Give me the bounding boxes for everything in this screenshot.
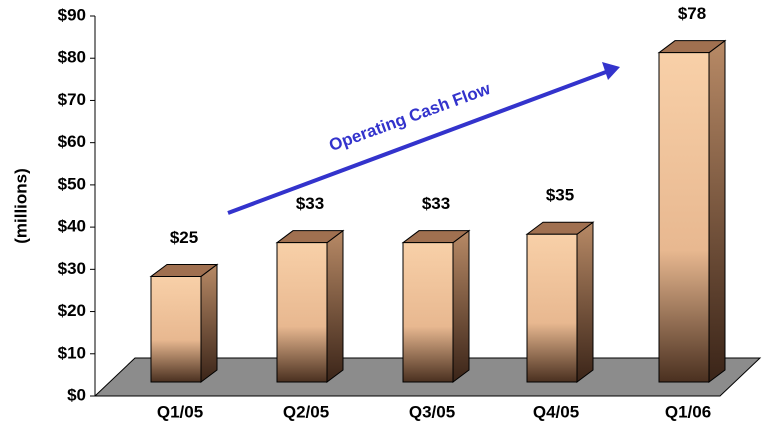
x-tick-label: Q2/05	[283, 402, 329, 421]
value-label: $78	[678, 4, 706, 23]
bar-face	[576, 221, 594, 383]
x-tick-label: Q1/05	[157, 402, 203, 421]
y-tick-label: $50	[58, 174, 86, 193]
x-tick-label: Q1/06	[665, 402, 711, 421]
bar	[401, 229, 471, 383]
y-tick-label: $60	[58, 132, 86, 151]
y-tick-label: $0	[67, 385, 86, 404]
bar-face	[402, 242, 454, 383]
value-label: $35	[546, 186, 574, 205]
bar	[525, 221, 595, 383]
value-label: $33	[296, 194, 324, 213]
bar	[275, 229, 345, 383]
value-label: $33	[422, 194, 450, 213]
arrow	[227, 70, 607, 215]
bar-face	[200, 263, 218, 383]
bar-face	[526, 233, 578, 383]
bar-face	[658, 52, 710, 383]
x-tick-label: Q4/05	[533, 402, 579, 421]
bar-face	[150, 275, 202, 383]
bar-face	[452, 229, 470, 383]
y-tick-label: $40	[58, 217, 86, 236]
bar	[149, 263, 219, 383]
bar-face	[276, 242, 328, 383]
x-tick-label: Q3/05	[409, 402, 455, 421]
value-label: $25	[170, 228, 198, 247]
bar-face	[708, 39, 726, 383]
bar	[657, 39, 727, 383]
arrow-head	[602, 62, 620, 80]
y-axis-label: (millions)	[11, 168, 30, 244]
bar-face	[326, 229, 344, 383]
y-tick-label: $70	[58, 90, 86, 109]
y-tick-label: $10	[58, 343, 86, 362]
y-tick-label: $30	[58, 259, 86, 278]
y-tick-label: $80	[58, 48, 86, 67]
y-tick-label: $20	[58, 301, 86, 320]
y-tick-label: $90	[58, 5, 86, 24]
